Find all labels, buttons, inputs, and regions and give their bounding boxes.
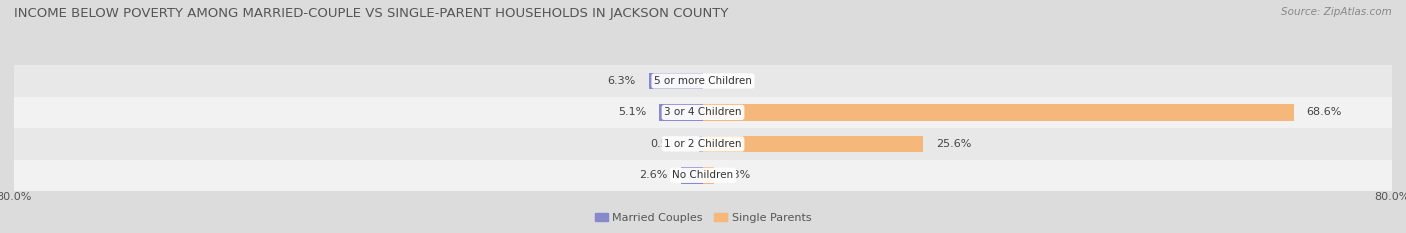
Bar <box>703 167 714 184</box>
Text: 1 or 2 Children: 1 or 2 Children <box>664 139 742 149</box>
Text: 5.1%: 5.1% <box>617 107 647 117</box>
Bar <box>703 104 1294 121</box>
Bar <box>648 73 703 89</box>
Legend: Married Couples, Single Parents: Married Couples, Single Parents <box>591 209 815 227</box>
Bar <box>14 97 703 128</box>
Bar <box>703 160 1392 191</box>
Bar <box>699 136 703 152</box>
Text: 0.0%: 0.0% <box>711 76 740 86</box>
Text: 5 or more Children: 5 or more Children <box>654 76 752 86</box>
Bar <box>703 136 924 152</box>
Bar <box>703 65 1392 97</box>
Text: 25.6%: 25.6% <box>936 139 972 149</box>
Text: 2.6%: 2.6% <box>640 170 668 180</box>
Text: 1.3%: 1.3% <box>723 170 751 180</box>
Text: 6.3%: 6.3% <box>607 76 636 86</box>
Text: INCOME BELOW POVERTY AMONG MARRIED-COUPLE VS SINGLE-PARENT HOUSEHOLDS IN JACKSON: INCOME BELOW POVERTY AMONG MARRIED-COUPL… <box>14 7 728 20</box>
Bar <box>703 128 1392 160</box>
Text: No Children: No Children <box>672 170 734 180</box>
Text: 3 or 4 Children: 3 or 4 Children <box>664 107 742 117</box>
Text: 68.6%: 68.6% <box>1306 107 1343 117</box>
Text: 0.51%: 0.51% <box>651 139 686 149</box>
Text: Source: ZipAtlas.com: Source: ZipAtlas.com <box>1281 7 1392 17</box>
Bar <box>681 167 703 184</box>
Bar <box>14 65 703 97</box>
Bar <box>659 104 703 121</box>
Bar <box>14 128 703 160</box>
Bar <box>14 160 703 191</box>
Bar <box>703 97 1392 128</box>
